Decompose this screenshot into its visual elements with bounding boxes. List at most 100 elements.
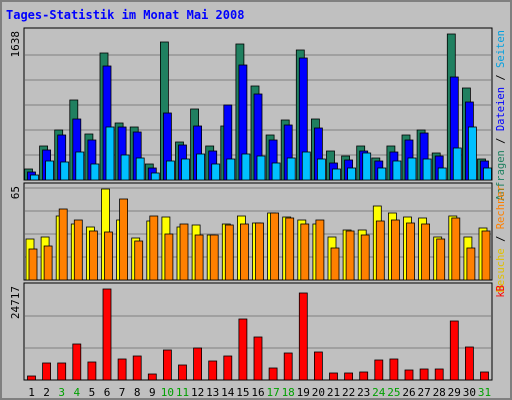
tick-label-day-3: 3 (58, 386, 65, 398)
bar-rechner-day-27 (421, 223, 431, 281)
bar-kb-day-7 (117, 358, 127, 381)
bar-kb-day-22 (344, 372, 354, 381)
tick-label-day-16: 16 (251, 386, 264, 398)
tick-label-day-29: 29 (448, 386, 461, 398)
tick-label-day-14: 14 (221, 386, 235, 398)
bar-seiten-day-18 (286, 157, 296, 181)
bar-kb-day-17 (268, 367, 278, 381)
bar-kb-day-6 (102, 288, 112, 381)
bar-rechner-day-28 (436, 238, 446, 281)
bar-kb-day-31 (480, 371, 489, 381)
bar-kb-day-14 (223, 355, 233, 381)
bar-kb-day-18 (283, 352, 293, 381)
bar-kb-day-9 (147, 373, 157, 381)
bar-seiten-day-8 (135, 157, 145, 181)
bar-kb-day-1 (27, 375, 36, 381)
tick-label-day-2: 2 (43, 386, 50, 398)
tick-label-day-27: 27 (417, 386, 430, 398)
bar-kb-day-19 (298, 292, 308, 381)
bar-rechner-day-29 (451, 217, 461, 281)
bar-seiten-day-9 (150, 172, 160, 181)
ymax-label-requests: 1638 (9, 31, 22, 58)
tick-label-day-7: 7 (119, 386, 126, 398)
bar-rechner-day-23 (360, 234, 370, 281)
tick-label-day-13: 13 (206, 386, 219, 398)
bar-rechner-day-17 (270, 212, 280, 281)
legend-separator: / (495, 68, 507, 87)
bar-rechner-day-14 (224, 224, 234, 281)
bar-kb-day-13 (208, 360, 218, 381)
bar-rechner-day-4 (73, 219, 83, 281)
bar-rechner-day-15 (239, 223, 249, 281)
bar-seiten-day-20 (316, 158, 326, 181)
tick-label-day-8: 8 (134, 386, 141, 398)
bar-rechner-day-30 (466, 247, 476, 281)
bar-rechner-day-16 (255, 222, 264, 281)
bar-rechner-day-7 (119, 198, 128, 281)
tick-label-day-11: 11 (176, 386, 189, 398)
legend-entry: Rechner (495, 185, 507, 229)
bar-kb-day-25 (389, 358, 399, 381)
bar-seiten-day-22 (347, 167, 357, 181)
tick-label-day-9: 9 (149, 386, 156, 398)
bar-kb-day-23 (359, 371, 369, 381)
legend-separator: / (495, 229, 507, 248)
bar-rechner-day-9 (149, 215, 159, 281)
tick-label-day-4: 4 (73, 386, 80, 398)
bar-rechner-day-18 (285, 217, 295, 281)
legend-kb: kB (495, 285, 507, 298)
bar-seiten-day-17 (271, 162, 281, 181)
bar-rechner-day-11 (179, 223, 189, 281)
tick-label-day-21: 21 (327, 386, 340, 398)
bar-kb-day-4 (72, 343, 82, 381)
bar-seiten-day-14 (226, 158, 236, 181)
bar-rechner-day-25 (390, 219, 400, 281)
bar-seiten-day-29 (452, 147, 462, 181)
bar-seiten-day-7 (120, 154, 130, 181)
tick-label-day-23: 23 (357, 386, 370, 398)
bar-kb-day-3 (57, 362, 67, 381)
legend-entry: kB (495, 285, 507, 298)
ymax-label-kb: 24717 (9, 286, 22, 319)
bar-rechner-day-5 (89, 230, 98, 281)
bar-rechner-day-19 (300, 223, 310, 281)
bar-seiten-day-13 (211, 163, 221, 181)
tick-label-day-17: 17 (266, 386, 279, 398)
tick-label-day-5: 5 (89, 386, 96, 398)
legend-entry: Besuche (495, 248, 507, 292)
bar-kb-day-11 (178, 364, 187, 381)
bar-seiten-day-2 (45, 160, 54, 181)
bar-rechner-day-13 (209, 234, 219, 281)
legend-separator: / (495, 131, 507, 150)
tick-label-day-25: 25 (387, 386, 400, 398)
tick-label-day-18: 18 (282, 386, 295, 398)
tick-label-day-1: 1 (28, 386, 35, 398)
bar-rechner-day-6 (104, 231, 113, 281)
bar-kb-day-27 (419, 368, 429, 381)
bar-rechner-day-1 (28, 248, 38, 281)
bar-seiten-day-31 (483, 167, 492, 181)
tick-label-day-6: 6 (104, 386, 111, 398)
bar-seiten-day-27 (422, 158, 432, 181)
bar-seiten-day-10 (165, 160, 175, 181)
legend-requests: Anfragen / Dateien / Seiten (495, 30, 507, 201)
tick-label-day-10: 10 (161, 386, 174, 398)
bar-seiten-day-5 (90, 163, 100, 181)
bar-seiten-day-24 (377, 167, 387, 181)
tick-label-day-20: 20 (312, 386, 325, 398)
bar-kb-day-15 (238, 318, 248, 381)
bar-seiten-day-1 (30, 174, 39, 181)
bar-kb-day-16 (253, 336, 263, 381)
bar-seiten-day-3 (60, 161, 70, 181)
bar-rechner-day-20 (315, 219, 325, 281)
tick-label-day-30: 30 (463, 386, 476, 398)
bar-kb-day-2 (42, 362, 51, 381)
bar-seiten-day-28 (437, 167, 447, 181)
bar-seiten-day-19 (301, 151, 311, 181)
legend-visits: Besuche / Rechner (495, 185, 507, 293)
bar-kb-day-30 (464, 346, 474, 381)
bar-rechner-day-8 (134, 240, 144, 281)
bar-seiten-day-23 (362, 152, 372, 181)
